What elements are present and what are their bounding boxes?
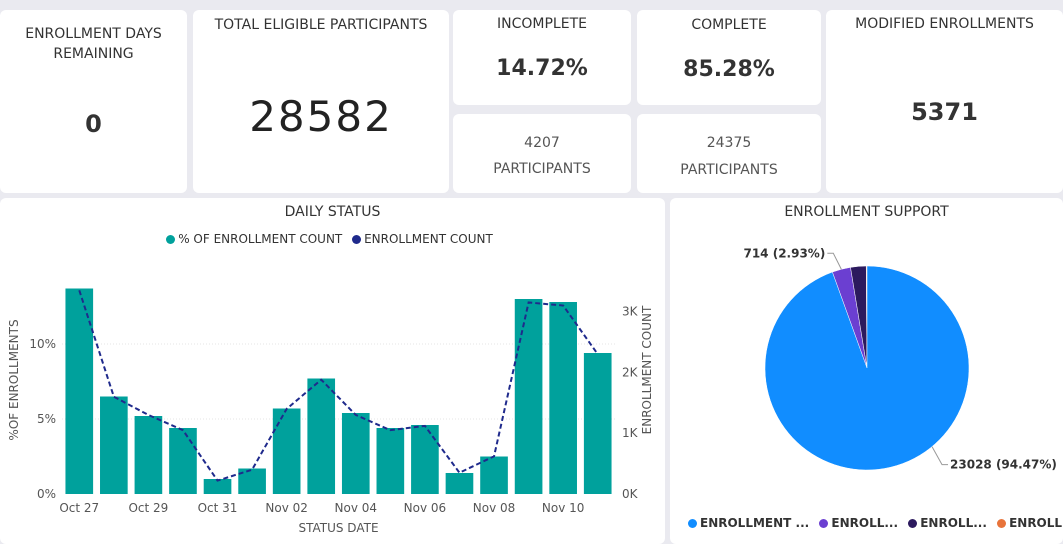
pie-legend-label-3: ENROLL... <box>920 516 987 530</box>
bar <box>514 299 543 494</box>
enrollment-support-title: ENROLLMENT SUPPORT <box>784 204 949 220</box>
kpi-value-modified: 5371 <box>911 98 978 126</box>
x-tick-label: Oct 31 <box>198 501 238 515</box>
daily-status-card: DAILY STATUS % OF ENROLLMENT COUNT ENROL… <box>0 198 665 544</box>
series-line-enrollment-count <box>78 290 599 482</box>
y2-tick-label: 0K <box>622 487 639 501</box>
kpi-card-complete-count: 24375 PARTICIPANTS <box>637 114 821 193</box>
y2-tick-label: 2K <box>622 365 639 379</box>
bar <box>583 353 612 494</box>
bar <box>376 428 405 494</box>
kpi-card-total-eligible: TOTAL ELIGIBLE PARTICIPANTS 28582 <box>193 10 449 193</box>
kpi-title-line2: REMAINING <box>53 46 134 62</box>
kpi-title-modified: MODIFIED ENROLLMENTS <box>855 16 1034 32</box>
bar <box>411 425 439 494</box>
legend-item-percent[interactable]: % OF ENROLLMENT COUNT <box>166 232 342 246</box>
pie-legend-dot-4 <box>997 518 1007 528</box>
bar <box>272 408 301 494</box>
pie-legend-label-2: ENROLL... <box>831 516 899 530</box>
bar <box>100 396 128 494</box>
enrollment-support-legend: ENROLLMENT ... ENROLL... ENROLL... ENROL… <box>688 516 1063 531</box>
kpi-incomplete-count: 4207 <box>524 135 560 151</box>
pie-legend-item-3[interactable]: ENROLL... <box>908 516 987 530</box>
pie-legend-label-1: ENROLLMENT ... <box>700 516 810 530</box>
x-tick-label: Nov 02 <box>265 501 308 515</box>
pie-legend-label-4: ENROLL... <box>1009 516 1063 530</box>
y-tick-label: 0% <box>37 487 56 501</box>
kpi-title-days-remaining: ENROLLMENT DAYS REMAINING <box>0 24 187 64</box>
kpi-title-incomplete: INCOMPLETE <box>497 16 587 32</box>
kpi-card-modified: MODIFIED ENROLLMENTS 5371 <box>826 10 1063 193</box>
kpi-card-incomplete-count: 4207 PARTICIPANTS <box>453 114 631 193</box>
bar <box>134 416 163 494</box>
bar <box>307 378 336 494</box>
legend-label-percent: % OF ENROLLMENT COUNT <box>178 232 343 246</box>
y2-tick-label: 3K <box>622 305 639 319</box>
x-tick-label: Nov 10 <box>542 501 585 515</box>
pie-legend-item-2[interactable]: ENROLL... <box>819 516 898 530</box>
enrollment-support-card: ENROLLMENT SUPPORT 714 (2.93%) 23028 (94.… <box>670 198 1063 544</box>
x-tick-label: Nov 06 <box>404 501 447 515</box>
kpi-title-total-eligible: TOTAL ELIGIBLE PARTICIPANTS <box>214 17 428 33</box>
kpi-value-total-eligible: 28582 <box>249 92 393 141</box>
kpi-card-incomplete: INCOMPLETE 14.72% <box>453 10 631 105</box>
pie-data-label: 714 (2.93%) <box>743 246 825 260</box>
kpi-value-incomplete-percent: 14.72% <box>496 56 588 81</box>
daily-status-legend: % OF ENROLLMENT COUNT ENROLLMENT COUNT <box>0 232 665 247</box>
pie-legend-item-4[interactable]: ENROLL... <box>997 516 1063 530</box>
daily-status-chart: 0% 5% 10% 0K 1K 2K 3K Oct 27 Oct 29 Oct 31 Nov 02 N… <box>7 288 654 535</box>
kpi-complete-count-label: PARTICIPANTS <box>680 162 778 178</box>
pie-data-label: 23028 (94.47%) <box>950 458 1057 472</box>
pie-legend-dot-3 <box>908 518 918 528</box>
pie-leader-line <box>931 446 949 466</box>
pie-leader-line <box>827 252 842 270</box>
kpi-incomplete-count-label: PARTICIPANTS <box>493 161 591 177</box>
legend-item-count[interactable]: ENROLLMENT COUNT <box>352 232 493 246</box>
kpi-card-complete: COMPLETE 85.28% <box>637 10 821 105</box>
enrollment-support-chart: 714 (2.93%) 23028 (94.47%) <box>743 246 1057 472</box>
x-tick-label: Oct 29 <box>128 501 168 515</box>
pie-legend-item-1[interactable]: ENROLLMENT ... <box>688 516 809 530</box>
y2-tick-label: 1K <box>622 426 639 440</box>
daily-status-title: DAILY STATUS <box>284 204 381 220</box>
bar <box>203 479 232 494</box>
bar <box>341 413 370 494</box>
y-axis-title: %OF ENROLLMENTS <box>7 319 21 440</box>
y2-axis-title: ENROLLMENT COUNT <box>640 305 654 434</box>
x-tick-label: Oct 27 <box>59 501 99 515</box>
y-tick-label: 5% <box>37 412 56 426</box>
legend-label-count: ENROLLMENT COUNT <box>364 232 493 246</box>
kpi-complete-count: 24375 <box>706 135 752 151</box>
bar <box>480 456 508 494</box>
x-tick-label: Nov 04 <box>335 501 378 515</box>
x-tick-label: Nov 08 <box>473 501 516 515</box>
legend-dot-count <box>352 234 362 244</box>
pie-slice <box>764 265 970 471</box>
pie-legend-dot-2 <box>819 518 829 528</box>
kpi-value-days-remaining: 0 <box>85 110 102 138</box>
legend-dot-percent <box>166 234 176 244</box>
pie-legend-dot-1 <box>688 518 697 528</box>
y-tick-label: 10% <box>29 337 56 351</box>
kpi-value-complete-percent: 85.28% <box>683 57 775 82</box>
kpi-card-days-remaining: ENROLLMENT DAYS REMAINING 0 <box>0 10 187 193</box>
bar <box>169 428 197 494</box>
kpi-title-complete: COMPLETE <box>691 17 767 33</box>
bar <box>445 473 474 494</box>
kpi-title-line1: ENROLLMENT DAYS <box>25 26 162 42</box>
bar <box>549 302 577 494</box>
x-axis-title: STATUS DATE <box>298 521 378 535</box>
bar <box>65 288 94 494</box>
